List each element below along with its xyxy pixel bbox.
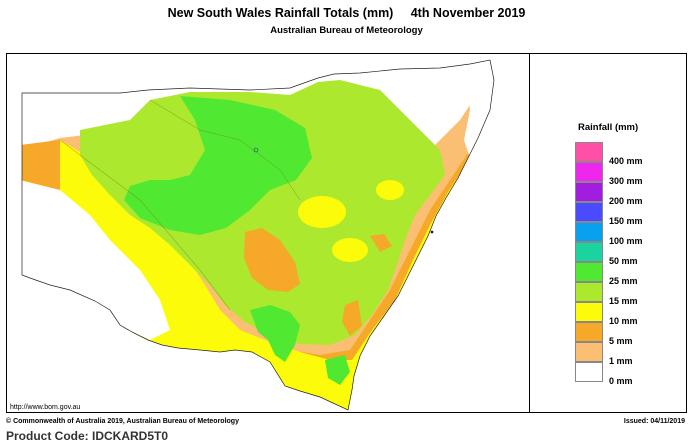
map-title: New South Wales Rainfall Totals (mm) 4th… — [167, 6, 526, 20]
legend-label: 25 mm — [609, 276, 638, 286]
legend-swatch — [575, 162, 603, 182]
legend-swatch — [575, 302, 603, 322]
legend-swatch — [575, 342, 603, 362]
map-frame — [6, 53, 687, 413]
legend-label: 10 mm — [609, 316, 638, 326]
issued-date: Issued: 04/11/2019 — [623, 418, 685, 425]
legend-label: 300 mm — [609, 176, 643, 186]
legend-swatch — [575, 362, 603, 382]
legend-divider — [529, 53, 530, 413]
legend-swatch — [575, 242, 603, 262]
copyright-notice: © Commonwealth of Australia 2019, Austra… — [6, 418, 239, 425]
legend-swatch — [575, 142, 603, 162]
legend-label: 0 mm — [609, 376, 633, 386]
legend-label: 150 mm — [609, 216, 643, 226]
legend-swatch — [575, 182, 603, 202]
legend-swatch — [575, 222, 603, 242]
legend-title: Rainfall (mm) — [578, 122, 639, 133]
bom-url[interactable]: http://www.bom.gov.au — [10, 404, 81, 411]
map-subtitle: Australian Bureau of Meteorology — [270, 25, 423, 36]
rainfall-fill — [22, 60, 494, 410]
legend-label: 15 mm — [609, 296, 638, 306]
legend-label: 200 mm — [609, 196, 643, 206]
legend-swatch — [575, 202, 603, 222]
legend-label: 400 mm — [609, 156, 643, 166]
legend-label: 5 mm — [609, 336, 633, 346]
legend-swatch — [575, 282, 603, 302]
nsw-border — [21, 59, 495, 411]
product-code: Product Code: IDCKARD5T0 — [6, 429, 169, 443]
rainfall-map — [21, 59, 495, 411]
legend-swatch — [575, 262, 603, 282]
legend-label: 1 mm — [609, 356, 633, 366]
legend-swatch — [575, 322, 603, 342]
legend-label: 50 mm — [609, 256, 638, 266]
legend-label: 100 mm — [609, 236, 643, 246]
